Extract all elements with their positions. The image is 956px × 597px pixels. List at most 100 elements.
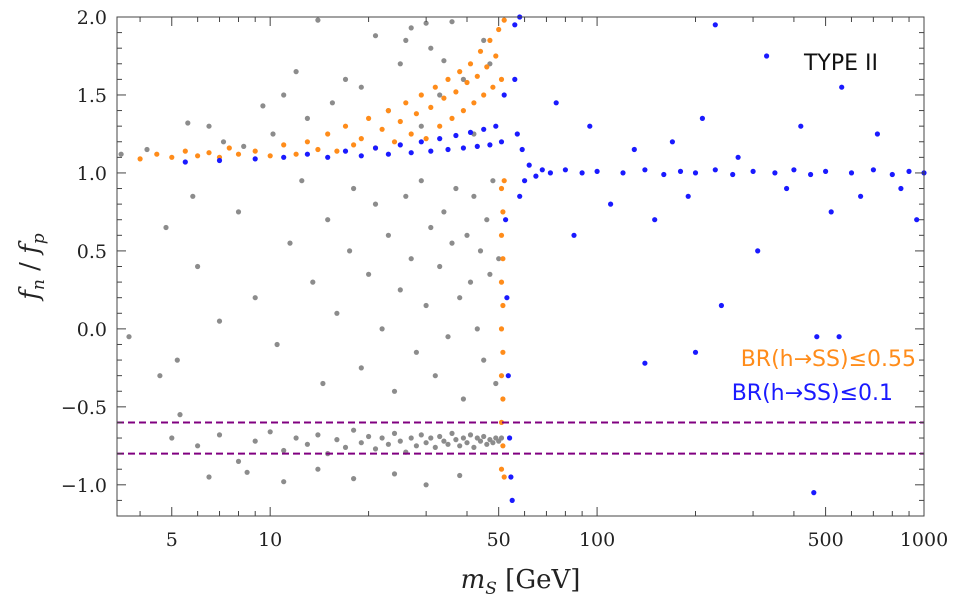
data-point-grey [441,58,447,64]
legend-entry-blue: BR(h→SS)≤0.1 [732,381,893,406]
data-point-orange [481,92,487,98]
y-axis-label: fn / fp [15,233,49,302]
data-point-orange [385,108,391,114]
data-point-orange [293,151,299,157]
data-point-grey [397,287,403,293]
data-point-grey [195,443,201,449]
data-point-grey [437,433,443,440]
data-point-blue [587,123,593,129]
data-point-blue [858,193,864,199]
data-point-orange [474,73,480,79]
data-point-grey [241,143,247,149]
x-label-unit: [GeV] [497,565,580,595]
data-point-orange [358,136,364,142]
data-point-grey [351,427,357,433]
data-point-orange [493,53,499,59]
data-point-grey [428,435,434,441]
data-point-grey [334,310,340,316]
data-point-grey [496,256,502,262]
data-point-grey [441,438,447,444]
data-point-grey [174,357,180,363]
data-point-orange [413,111,419,117]
data-point-blue [325,154,331,160]
data-point-orange [498,279,505,285]
data-point-grey [235,209,242,215]
data-point-blue [814,334,820,340]
data-point-blue [533,173,539,179]
y-label-separator: / [15,254,45,279]
data-point-blue [512,76,518,82]
data-point-orange [460,108,466,114]
data-point-grey [490,178,496,184]
data-point-orange [154,151,160,157]
y-tick-label: 1.0 [77,163,107,185]
data-point-orange [500,396,506,402]
data-point-blue [418,139,424,145]
data-point-blue [870,167,877,173]
data-point-grey [315,432,321,438]
data-point-grey [498,435,505,441]
data-point-grey [487,271,493,277]
data-point-blue [522,178,528,184]
data-point-orange [500,256,506,262]
data-point-grey [252,438,258,444]
data-point-blue [428,148,434,154]
y-tick-label: 2.0 [77,7,107,29]
data-point-grey [471,193,477,199]
data-point-grey [195,263,201,270]
data-point-grey [418,432,424,438]
data-point-grey [403,37,409,44]
data-point-grey [379,326,385,332]
data-point-blue [437,136,443,142]
data-point-grey [449,240,455,246]
data-point-blue [784,185,790,192]
data-point-orange [325,131,331,137]
data-point-grey [287,240,293,246]
reference-lines [117,421,924,455]
data-point-orange [195,153,201,159]
data-point-blue [508,474,514,480]
data-point-orange [281,142,287,148]
data-point-blue [652,217,658,223]
data-point-orange [457,69,463,75]
data-point-grey [315,466,321,472]
data-point-orange [397,118,403,125]
data-point-grey [185,120,191,126]
type-annotation: TYPE II [803,51,878,76]
data-point-blue [397,142,403,148]
data-point-blue [692,170,699,176]
data-point-blue [620,170,626,176]
data-point-blue [493,123,499,129]
data-point-blue [519,146,525,153]
x-axis-label: mS [GeV] [461,565,581,597]
data-point-grey [441,209,447,215]
x-tick-label: 1000 [900,529,948,551]
data-point-orange [445,76,451,82]
data-point-blue [408,150,414,156]
data-point-orange [169,154,175,160]
data-point-blue [503,217,509,223]
data-point-grey [467,432,474,438]
data-point-blue [553,100,559,106]
data-point-grey [385,441,391,447]
data-point-blue [642,167,648,173]
data-point-grey [397,61,403,67]
x-tick-label: 50 [487,529,511,551]
data-point-grey [206,123,212,129]
data-point-grey [293,435,299,441]
data-point-grey [493,380,499,387]
data-point-grey [408,25,414,31]
data-point-grey [449,430,455,436]
data-point-grey [281,447,287,454]
data-point-grey [445,441,451,447]
data-point-orange [304,139,310,145]
data-point-grey [408,435,414,441]
x-tick-label: 500 [807,529,843,551]
data-point-orange [453,89,459,95]
data-point-orange [403,100,409,106]
data-point-grey [304,441,310,447]
data-point-grey [206,474,212,480]
data-point-blue [712,167,718,173]
data-point-grey [474,326,480,332]
y-tick-label: −0.5 [61,397,107,419]
